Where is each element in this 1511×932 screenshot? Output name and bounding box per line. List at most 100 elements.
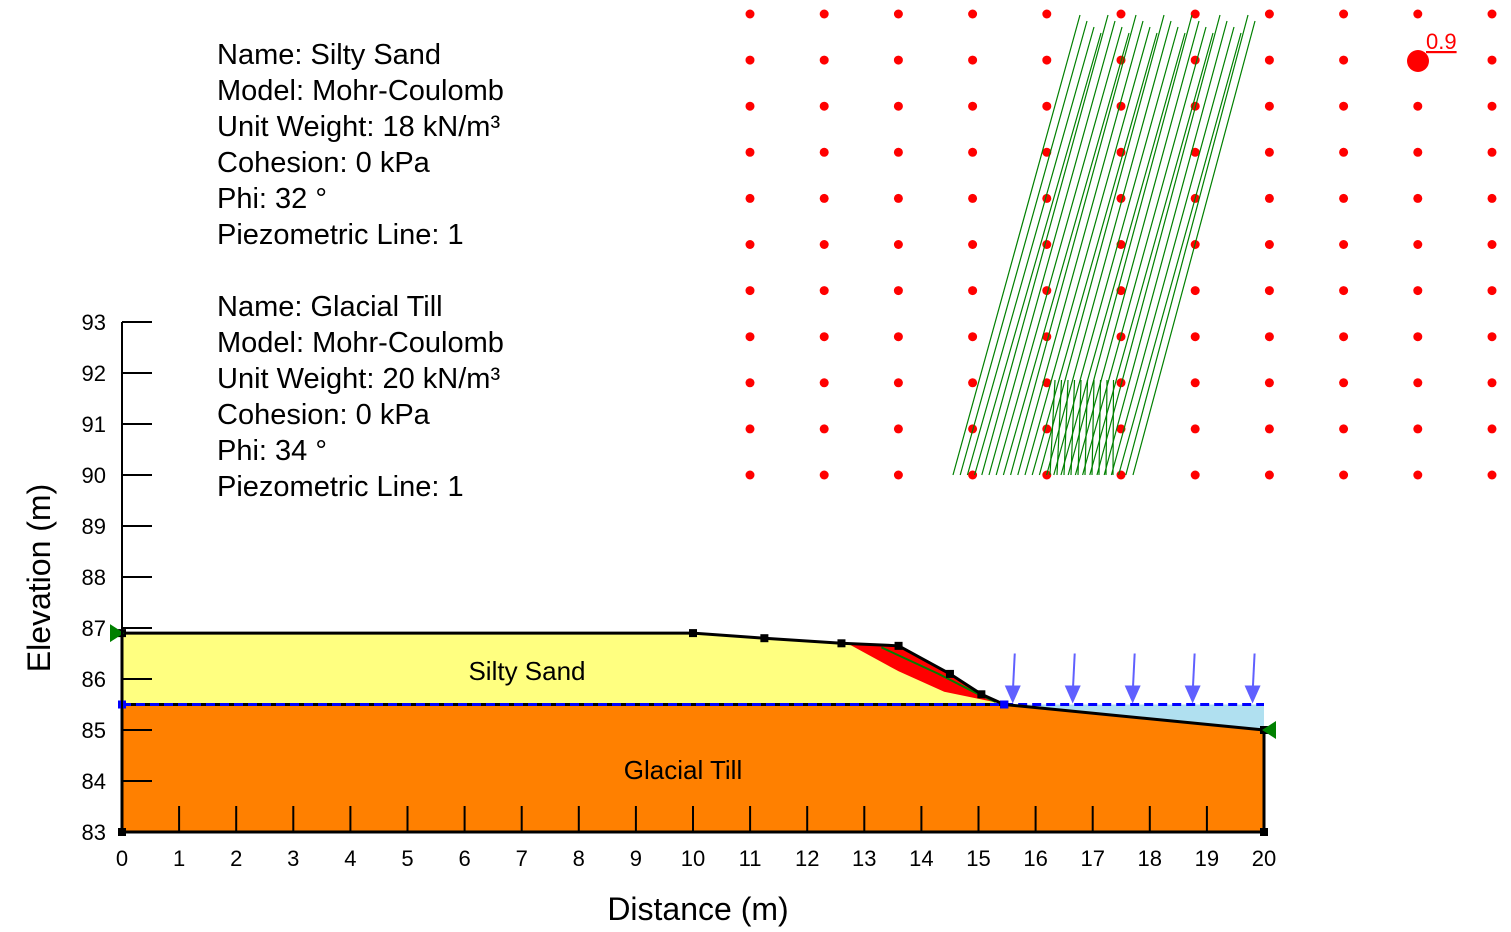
x-tick-label: 12 <box>795 846 819 871</box>
slip-center-grid <box>745 9 1497 480</box>
grid-center-dot <box>893 101 903 111</box>
grid-center-dot <box>968 147 978 157</box>
grid-center-dot <box>1264 9 1274 19</box>
grid-center-dot <box>1190 332 1200 342</box>
grid-center-dot <box>1413 286 1423 296</box>
x-tick-label: 20 <box>1252 846 1276 871</box>
vertex-marker <box>894 641 903 650</box>
grid-center-dot <box>1413 147 1423 157</box>
radius-line <box>1077 379 1082 476</box>
grid-center-dot <box>1264 332 1274 342</box>
radius-line <box>1098 379 1102 476</box>
radius-line <box>1074 20 1200 476</box>
grid-center-dot <box>1116 378 1126 388</box>
x-tick-label: 1 <box>173 846 185 871</box>
radius-line <box>1067 14 1193 476</box>
grid-center-dot <box>1413 424 1423 434</box>
x-tick-label: 8 <box>573 846 585 871</box>
radius-line <box>952 14 1081 476</box>
grid-center-dot <box>893 9 903 19</box>
grid-center-dot <box>1264 286 1274 296</box>
grid-center-dot <box>745 9 755 19</box>
grid-center-dot <box>745 101 755 111</box>
x-tick-label: 2 <box>230 846 242 871</box>
grid-center-dot <box>1190 470 1200 480</box>
material-piezometric-line: Piezometric Line: 1 <box>217 219 464 251</box>
radius-line <box>1118 32 1242 476</box>
pressure-arrow-head <box>1184 685 1201 704</box>
grid-center-dot <box>1413 193 1423 203</box>
y-tick-label: 93 <box>82 310 106 335</box>
radius-line <box>995 26 1123 476</box>
material-cohesion: Cohesion: 0 kPa <box>217 399 430 431</box>
axes: 0 1 2 3 4 5 6 7 8 9 10 11 12 13 14 15 16 17 18 19 2083848586… <box>82 310 1277 871</box>
x-tick-label: 3 <box>287 846 299 871</box>
material-name: Name: Silty Sand <box>217 39 442 71</box>
radius-line <box>1103 20 1228 476</box>
grid-center-dot <box>1487 193 1497 203</box>
radius-line <box>1105 379 1108 476</box>
grid-center-dot <box>819 332 829 342</box>
grid-center-dot <box>1190 147 1200 157</box>
grid-center-dot <box>819 470 829 480</box>
slip-limit-left-marker <box>110 624 124 643</box>
material-name: Name: Glacial Till <box>217 291 443 323</box>
grid-center-dot <box>819 286 829 296</box>
grid-center-dot <box>819 424 829 434</box>
grid-center-dot <box>1339 240 1349 249</box>
piezo-vertex-marker <box>1000 700 1009 709</box>
grid-center-dot <box>819 55 829 65</box>
grid-center-dot <box>1339 193 1349 203</box>
grid-center-dot <box>1042 378 1052 388</box>
radius-line <box>1031 32 1158 476</box>
grid-center-dot <box>1487 240 1497 249</box>
pressure-arrow-head <box>1124 685 1141 704</box>
grid-center-dot <box>1413 240 1423 249</box>
grid-center-dot <box>1264 55 1274 65</box>
grid-center-dot <box>968 286 978 296</box>
radius-line <box>988 20 1116 476</box>
grid-center-dot <box>1487 55 1497 65</box>
grid-center-dot <box>968 9 978 19</box>
slip-limit-right-marker <box>1262 721 1276 739</box>
grid-center-dot <box>1339 101 1349 111</box>
radius-line <box>959 20 1088 476</box>
y-tick-label: 86 <box>82 667 106 692</box>
vertex-marker <box>760 634 769 643</box>
material-unit-weight: Unit Weight: 18 kN/m³ <box>217 111 501 143</box>
grid-center-dot <box>1487 286 1497 296</box>
grid-center-dot <box>1487 378 1497 388</box>
x-tick-label: 19 <box>1195 846 1219 871</box>
grid-center-dot <box>745 240 755 249</box>
grid-center-dot <box>1264 378 1274 388</box>
radius-line <box>1017 20 1144 476</box>
radius-line <box>966 26 1095 476</box>
x-tick-label: 15 <box>966 846 990 871</box>
material-model: Model: Mohr-Coulomb <box>217 327 504 359</box>
grid-center-dot <box>1264 193 1274 203</box>
radius-line <box>1082 26 1207 476</box>
silty-sand-region <box>122 633 1005 705</box>
material-cohesion: Cohesion: 0 kPa <box>217 147 430 179</box>
grid-center-dot <box>819 378 829 388</box>
grid-center-dot <box>1413 332 1423 342</box>
grid-center-dot <box>1339 55 1349 65</box>
y-tick-label: 88 <box>82 565 106 590</box>
grid-center-dot <box>819 101 829 111</box>
grid-center-dot <box>968 193 978 203</box>
grid-center-dot <box>1487 101 1497 111</box>
grid-center-dot <box>819 193 829 203</box>
material-model: Model: Mohr-Coulomb <box>217 75 504 107</box>
grid-center-dot <box>745 332 755 342</box>
radius-line <box>1056 379 1063 476</box>
vertex-marker <box>689 629 697 638</box>
pressure-arrow-head <box>1004 685 1021 704</box>
grid-center-dot <box>893 470 903 480</box>
grid-center-dot <box>745 424 755 434</box>
grid-center-dot <box>893 332 903 342</box>
grid-center-dot <box>1413 378 1423 388</box>
grid-center-dot <box>745 470 755 480</box>
grid-center-dot <box>1487 9 1497 19</box>
radius-line <box>1002 32 1130 476</box>
grid-center-dot <box>893 240 903 249</box>
